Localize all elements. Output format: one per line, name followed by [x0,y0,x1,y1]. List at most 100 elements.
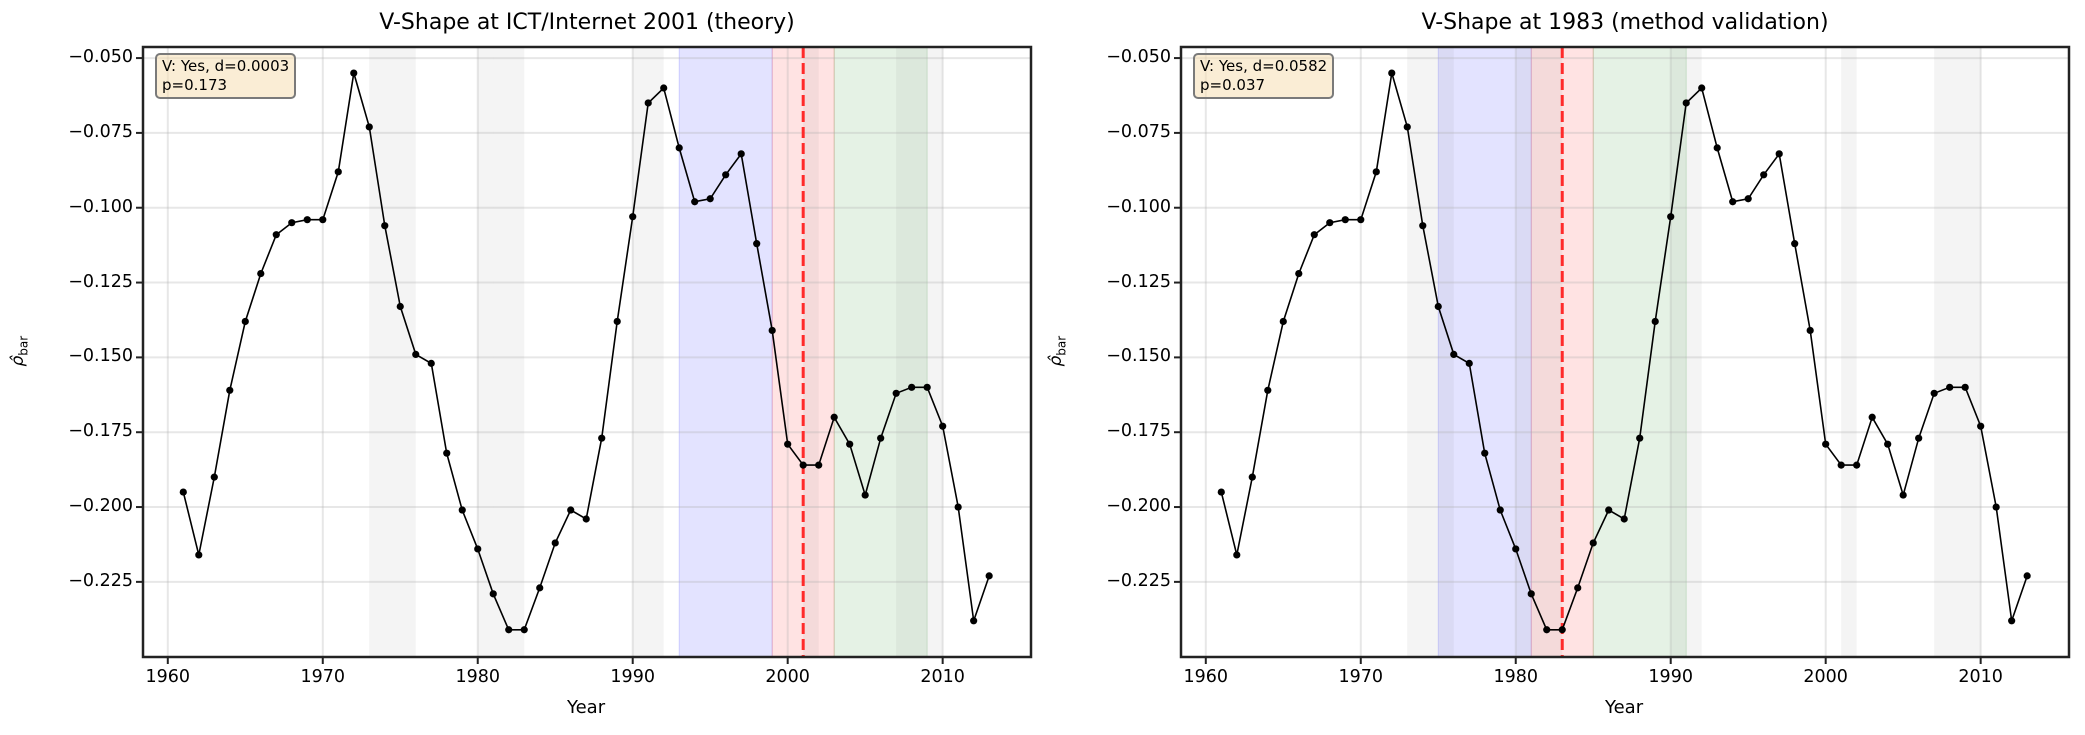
data-point [1760,171,1768,179]
data-point [1295,269,1303,278]
data-point [443,449,451,457]
data-point [226,386,234,394]
data-point [1372,168,1380,176]
x-tick-label: 1980 [455,667,500,687]
x-tick-label: 2010 [920,667,965,687]
data-point [675,144,683,152]
ylabel-subscript: bar [16,335,31,356]
recession-band [1407,47,1454,657]
y-tick-label: −0.100 [68,196,133,217]
post-window-band [833,46,928,658]
data-point [1636,434,1644,442]
recession-band [803,47,819,657]
data-point [830,413,838,421]
data-point [1574,584,1582,592]
recession-band [493,47,525,657]
data-point [1481,449,1489,457]
data-point [505,626,513,634]
data-point [520,626,528,634]
data-point [737,150,745,158]
y-tick-label: −0.175 [1106,421,1171,442]
data-point [1698,84,1706,92]
annotation-line-2: p=0.037 [1200,76,1266,94]
data-point [2023,572,2031,580]
data-point [1837,461,1845,469]
data-point [179,488,187,496]
y-tick-label: −0.075 [68,121,133,142]
y-tick-label: −0.050 [1106,47,1171,68]
data-point [1419,222,1427,230]
data-point [2008,617,2016,625]
plot-area [136,45,1033,664]
data-point [1915,434,1923,442]
x-tick-label: 1980 [1493,667,1538,687]
chart-panel-ict-2001: V-Shape at ICT/Internet 2001 (theory) V:… [0,0,1042,735]
recession-band [1841,47,1857,657]
y-tick-label: −0.200 [1106,496,1171,517]
annotation-line-1: V: Yes, d=0.0003 [162,57,290,75]
data-point [1744,195,1752,203]
x-axis-label: Year [567,697,606,718]
data-point [877,434,885,442]
data-point [753,240,761,248]
data-point [939,422,947,430]
data-point [272,231,280,239]
data-point [1775,150,1783,158]
data-point [706,195,714,203]
data-point [1589,539,1597,547]
recession-band [1515,47,1532,657]
data-point [923,383,931,391]
annotation-box: V: Yes, d=0.0003 p=0.173 [155,53,297,99]
data-point [985,572,993,580]
data-point [551,539,559,547]
y-tick-label: −0.150 [68,346,133,367]
x-tick-label: 1990 [1648,667,1693,687]
data-point [954,503,962,511]
data-point [1233,551,1241,559]
x-tick-label: 2010 [1958,667,2003,687]
data-point [1527,590,1535,598]
data-point [1713,144,1721,152]
data-point [1791,240,1799,248]
y-tick-label: −0.100 [1106,196,1171,217]
data-point [1450,350,1458,358]
data-point [1326,219,1334,227]
y-tick-label: −0.225 [1106,570,1171,591]
y-tick-label: −0.200 [68,496,133,517]
recession-band [477,47,494,657]
data-point [567,506,575,514]
annotation-box: V: Yes, d=0.0582 p=0.037 [1193,53,1335,99]
recession-band [369,47,416,657]
data-point [908,383,916,391]
data-point [303,216,311,224]
data-point [1884,440,1892,448]
data-point [319,216,327,224]
annotation-line-1: V: Yes, d=0.0582 [1200,57,1328,75]
y-axis-label: ρ̂bar [8,336,30,367]
data-point [892,389,900,397]
x-axis-label: Year [1605,697,1644,718]
data-point [1822,440,1830,448]
y-tick-label: −0.050 [68,47,133,68]
data-point [1992,503,2000,511]
data-point [427,359,435,367]
x-tick-label: 1960 [1183,667,1229,687]
data-point [210,473,218,481]
recession-band [632,47,664,657]
data-point [784,440,792,448]
x-tick-label: 2000 [1803,667,1848,687]
data-point [660,84,668,92]
chart-panel-1983-validation: V-Shape at 1983 (method validation) V: Y… [1038,0,2080,735]
data-point [1806,326,1814,335]
data-point [1279,317,1287,326]
data-point [1682,99,1690,107]
data-point [598,434,606,442]
pre-window-band [678,46,773,658]
plot-area [1174,45,2071,664]
data-point [1496,506,1504,514]
data-point [396,302,404,311]
data-point [334,168,342,176]
data-point [489,590,497,598]
data-point [365,123,373,131]
data-point [1946,383,1954,391]
